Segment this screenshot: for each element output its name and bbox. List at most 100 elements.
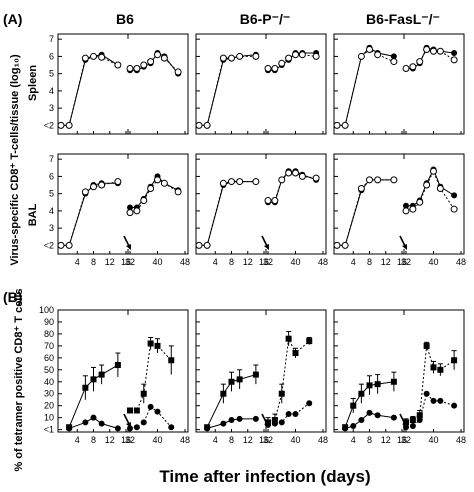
data-point-open-circle — [409, 205, 417, 213]
x-tick-label: 40 — [428, 435, 438, 445]
panel-a-label: (A) — [3, 11, 22, 27]
data-point-open-circle — [57, 241, 65, 249]
data-point-open-circle — [90, 183, 97, 191]
panel-frame — [333, 309, 465, 433]
x-tick-label: 48 — [456, 435, 466, 445]
data-point-open-circle — [292, 51, 299, 59]
y-tick-label: <2 — [44, 240, 54, 250]
data-point-open-circle — [219, 54, 227, 62]
data-point-filled-circle — [285, 411, 292, 418]
data-point-open-circle — [416, 198, 424, 206]
x-tick-label: 32 — [401, 257, 411, 267]
x-tick-label: 4 — [75, 257, 80, 267]
series-line — [61, 55, 119, 126]
data-point-filled-circle — [220, 420, 227, 427]
data-point-open-circle — [285, 54, 293, 62]
x-tick-label: 12 — [381, 257, 391, 267]
panel-frame — [57, 33, 189, 135]
x-tick-label: 12 — [243, 257, 253, 267]
panel-b-label: (B) — [3, 289, 22, 305]
data-point-square — [390, 378, 397, 385]
data-point-filled-circle — [98, 420, 105, 427]
x-tick-label: 8 — [229, 257, 234, 267]
data-point-open-circle — [252, 52, 260, 60]
data-point-filled-circle — [168, 424, 175, 431]
panel-frame — [333, 153, 465, 255]
data-point-square — [451, 357, 458, 364]
x-tick-label: 4 — [213, 257, 218, 267]
y-tick-label: 4 — [49, 206, 54, 216]
data-point-open-circle — [278, 176, 286, 184]
x-tick-label: 12 — [105, 257, 115, 267]
data-point-filled-circle — [423, 390, 430, 397]
data-point-filled-circle — [374, 412, 381, 419]
y-tick-label: 60 — [44, 353, 54, 363]
panel-A-Spleen-B6: <2 3 4 5 6 7 — [44, 33, 189, 135]
x-tick-label: 16 — [397, 435, 407, 445]
data-point-open-circle — [436, 47, 444, 55]
data-point-filled-circle — [409, 423, 416, 430]
data-point-filled-circle — [390, 53, 397, 60]
arrow-head-icon — [402, 244, 407, 250]
panel-frame — [195, 153, 327, 255]
data-point-open-circle — [203, 121, 211, 129]
series-line — [337, 47, 394, 126]
series-line — [61, 181, 118, 246]
data-point-open-circle — [436, 184, 444, 192]
data-point-open-circle — [133, 64, 141, 72]
data-point-open-circle — [285, 169, 293, 177]
y-axis-label-b: % of tetramer positive CD8⁺ T cells — [13, 288, 25, 471]
x-tick-label: 16 — [121, 257, 131, 267]
data-point-filled-circle — [416, 417, 423, 424]
series-line — [199, 55, 256, 126]
data-point-open-circle — [390, 176, 398, 184]
data-point-filled-circle — [366, 409, 373, 416]
data-point-filled-circle — [154, 408, 161, 415]
y-tick-label: 3 — [49, 103, 54, 113]
y-tick-label: <1 — [44, 425, 54, 435]
data-point-open-circle — [298, 172, 306, 180]
y-tick-label: 6 — [49, 171, 54, 181]
data-point-open-circle — [357, 52, 365, 60]
series-line — [199, 181, 256, 246]
y-tick-label: 7 — [49, 34, 54, 44]
data-point-open-circle — [147, 184, 155, 192]
data-point-filled-circle — [390, 414, 397, 421]
data-point-open-circle — [195, 121, 203, 129]
y-tick-label: 70 — [44, 341, 54, 351]
data-point-filled-circle — [451, 402, 458, 409]
data-point-filled-circle — [403, 202, 409, 209]
x-tick-label: 32 — [401, 435, 411, 445]
data-point-open-circle — [98, 181, 106, 189]
data-point-open-circle — [333, 241, 341, 249]
x-tick-label: 4 — [213, 435, 218, 445]
data-point-open-circle — [264, 64, 272, 72]
x-tick-label: 12 — [243, 435, 253, 445]
data-point-square — [140, 390, 147, 397]
data-point-filled-circle — [82, 419, 89, 426]
data-point-open-circle — [423, 181, 431, 189]
series-line — [337, 179, 394, 246]
data-point-square — [133, 407, 140, 414]
data-point-square — [278, 390, 285, 397]
data-point-square — [437, 366, 444, 373]
data-point-square — [423, 342, 430, 349]
y-tick-label: 6 — [49, 51, 54, 61]
x-tick-label: 16 — [397, 257, 407, 267]
y-axis-label-a: Virus-specific CD8⁺ T-cells/tissue (log₁… — [9, 54, 21, 266]
y-tick-label: 100 — [39, 305, 54, 315]
x-tick-label: 48 — [180, 435, 190, 445]
y-tick-label: 7 — [49, 154, 54, 164]
data-point-filled-circle — [451, 49, 458, 56]
panel-frame — [333, 33, 465, 135]
x-tick-label: 48 — [456, 257, 466, 267]
x-tick-label: 32 — [263, 435, 273, 445]
data-point-open-circle — [236, 178, 244, 186]
data-point-filled-circle — [306, 400, 313, 407]
data-point-open-circle — [114, 178, 122, 186]
data-point-open-circle — [278, 59, 286, 67]
y-tick-label: 10 — [44, 413, 54, 423]
data-point-square — [366, 382, 373, 389]
